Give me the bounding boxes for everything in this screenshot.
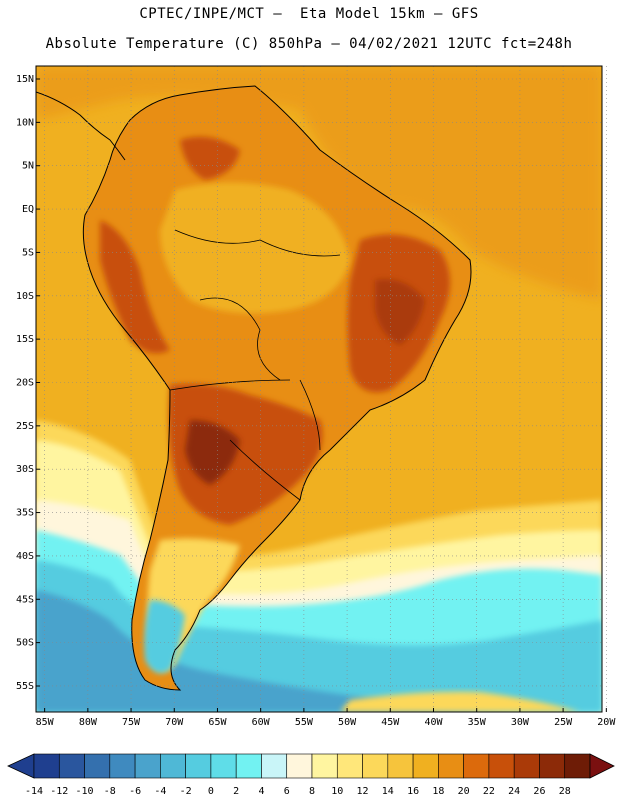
colorbar-label: 4 (258, 786, 264, 797)
central-america-outline (36, 91, 126, 161)
colorbar-label: 8 (309, 786, 315, 797)
colorbar-swatch (463, 753, 490, 779)
lon-label: 80W (79, 717, 98, 728)
colorbar-label: 14 (382, 786, 394, 797)
colorbar-label: -8 (104, 786, 116, 797)
colorbar-label: 12 (357, 786, 369, 797)
lat-label: 35S (16, 508, 34, 519)
colorbar-swatch (311, 753, 338, 779)
colorbar-label: 24 (508, 786, 520, 797)
lat-label: 5S (22, 247, 34, 258)
patagonia-cold (144, 600, 185, 674)
longitude-axis: 85W 80W 75W 70W 65W 60W 55W 50W 45W 40W 35W 30W 25W 2… (36, 708, 616, 728)
colorbar-swatch (33, 753, 60, 779)
lat-label: EQ (22, 204, 34, 215)
colorbar-label: -14 (25, 786, 43, 797)
colorbar-swatch (412, 753, 439, 779)
lon-label: 75W (122, 717, 141, 728)
lat-label: 50S (16, 638, 34, 649)
colorbar-swatch (210, 753, 237, 779)
lon-label: 55W (295, 717, 314, 728)
colorbar-label: 26 (533, 786, 545, 797)
title-line-1: CPTEC/INPE/MCT – Eta Model 15km – GFS (139, 6, 479, 22)
colorbar-swatch (185, 753, 212, 779)
lat-label: 5N (22, 161, 34, 172)
country-borders (169, 229, 341, 501)
colorbar-swatch (84, 753, 111, 779)
colorbar-swatch (387, 753, 414, 779)
colorbar-swatch (235, 753, 262, 779)
colorbar-swatch (438, 753, 464, 779)
colorbar-label: 6 (284, 786, 290, 797)
colorbar-label: 2 (233, 786, 239, 797)
colorbar-label: 18 (432, 786, 444, 797)
colorbar-label: -2 (180, 786, 192, 797)
colorbar-label: 20 (458, 786, 470, 797)
lat-label: 20S (16, 377, 34, 388)
colorbar-swatch (539, 753, 566, 779)
map-frame (35, 65, 603, 713)
lat-label: 10N (16, 117, 34, 128)
colorbar-swatch (336, 753, 363, 779)
colorbar-label: 28 (559, 786, 571, 797)
hot-region-south (168, 383, 323, 525)
colorbar-label: 22 (483, 786, 495, 797)
colorbar-label: 10 (331, 786, 343, 797)
colorbar-swatch (134, 753, 161, 779)
colorbar-label: 16 (407, 786, 419, 797)
lon-label: 35W (468, 717, 487, 728)
lon-label: 60W (252, 717, 271, 728)
lon-label: 20W (597, 717, 616, 728)
lat-label: 30S (16, 464, 34, 475)
colorbar-swatch (513, 753, 540, 779)
hotspot-chaco (185, 420, 240, 485)
colorbar-swatch (261, 753, 288, 779)
colorbar-swatch (564, 753, 591, 779)
colorbar-label: -10 (76, 786, 94, 797)
lon-label: 30W (511, 717, 530, 728)
lon-label: 50W (338, 717, 357, 728)
colorbar-arrow-right (589, 753, 615, 779)
andes-west-warm (100, 220, 170, 354)
lon-label: 85W (36, 717, 55, 728)
colorbar-arrow-left (7, 753, 35, 779)
colorbar-swatch (362, 753, 389, 779)
colorbar-label: -6 (129, 786, 141, 797)
colorbar-swatch (58, 753, 85, 779)
lon-label: 40W (424, 717, 443, 728)
amazon-mild (160, 182, 350, 314)
lat-label: 15S (16, 334, 34, 345)
colorbar-swatch (160, 753, 186, 779)
lat-label: 25S (16, 421, 34, 432)
colorbar-label: 0 (208, 786, 214, 797)
lat-label: 10S (16, 291, 34, 302)
temperature-field (36, 66, 602, 712)
lat-label: 15N (16, 74, 34, 85)
lat-label: 55S (16, 681, 34, 692)
lat-label: 45S (16, 594, 34, 605)
lat-label: 40S (16, 551, 34, 562)
title-line-2: Absolute Temperature (C) 850hPa – 04/02/… (45, 36, 573, 52)
colorbar-swatch (109, 753, 136, 779)
lon-label: 65W (208, 717, 227, 728)
colorbar-label: -4 (154, 786, 166, 797)
lon-label: 45W (381, 717, 400, 728)
colorbar: -14 -12 -10 -8 -6 -4 -2 0 2 4 6 8 10 12 14 16 18 20 22 24 26… (7, 753, 615, 797)
continent-outline (82, 85, 472, 691)
colorbar-swatch (488, 753, 515, 779)
lon-label: 70W (165, 717, 184, 728)
warm-ocean-north (36, 66, 602, 300)
colorbar-label: -12 (50, 786, 68, 797)
lon-label: 25W (554, 717, 573, 728)
venezuela-warm (180, 136, 240, 180)
colorbar-swatch (286, 753, 313, 779)
latitude-axis: 15N 10N 5N EQ 5S 10S 15S 20S 25S 30S 35S 40S 45S 50S 5… (16, 74, 40, 692)
